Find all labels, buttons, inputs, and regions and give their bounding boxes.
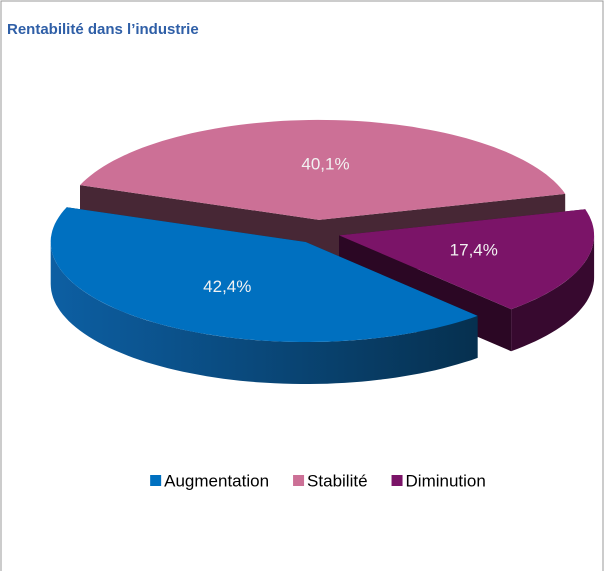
data-label: 42,4% [203,277,251,296]
slice-rim [511,235,595,352]
slice [339,209,595,310]
legend-label: Stabilité [307,471,367,490]
data-label: 40,1% [301,154,349,173]
legend-swatch [391,475,403,486]
data-label: 17,4% [450,240,498,259]
chart-title: Rentabilité dans l’industrie [7,21,199,38]
legend-label: Augmentation [164,471,269,490]
slice-rim [50,242,478,384]
legend-label: Diminution [406,471,486,490]
legend: Augmentation Stabilité Diminution [150,471,486,490]
legend-swatch [150,475,162,486]
pie: 40,1% 17,4% 42,4% [50,119,595,384]
slice [50,207,478,342]
slice [80,119,566,220]
legend-swatch [293,475,305,486]
